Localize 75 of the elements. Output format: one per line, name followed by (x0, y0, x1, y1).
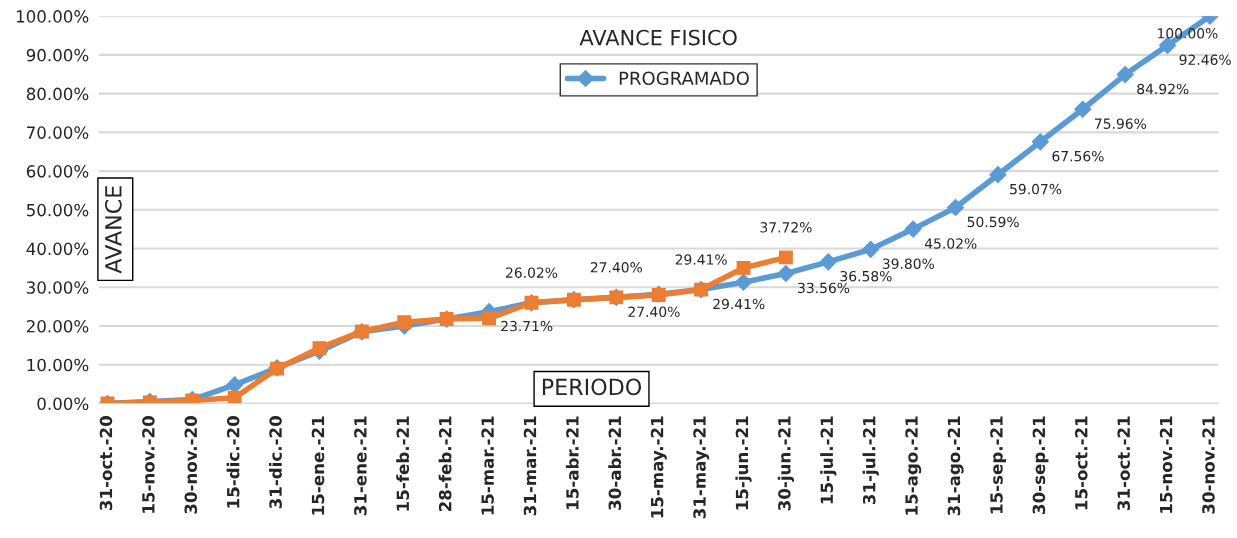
x-tick-label: 15-jul.-21 (820, 416, 837, 504)
point (397, 315, 412, 330)
y-axis-title: AVANCE (104, 186, 122, 274)
x-tick-label: 15-ene.-21 (311, 416, 325, 515)
point (312, 341, 327, 356)
x-tick-label: 15-feb.-21 (396, 416, 410, 511)
y-tick-label: 30.00% (26, 281, 89, 294)
data-label: 36.58% (840, 270, 892, 282)
data-label: 33.56% (798, 282, 850, 294)
point (777, 264, 795, 283)
y-tick-label: 0.00% (37, 397, 89, 411)
x-tick-label: 31-ene.-21 (354, 416, 367, 516)
data-label: 27.40% (628, 306, 680, 318)
point (989, 166, 1007, 184)
x-tick-label: 15-may.-21 (650, 416, 667, 518)
x-tick-label: 31-may.-21 (693, 416, 710, 519)
x-tick-label: 15-nov.-20 (142, 416, 155, 513)
x-tick-label: 31-dic.-20 (268, 416, 282, 509)
point (862, 240, 880, 258)
point (819, 253, 837, 271)
point (1031, 133, 1049, 151)
text: AVANCE FISICO (579, 29, 737, 46)
x-tick-label: 31-oct.-20 (99, 416, 113, 511)
x-tick-label: 30-nov.-20 (184, 416, 198, 514)
point (227, 390, 242, 404)
y-tick-label: 40.00% (26, 242, 89, 256)
x-tick-label: 31-ago.-21 (947, 416, 964, 516)
x-tick-label: 30-nov.-21 (1202, 416, 1215, 514)
y-tick-label: 70.00% (27, 126, 89, 139)
data-label: 29.41% (675, 254, 727, 265)
x-tick-label: 28-feb.-21 (438, 416, 452, 512)
y-tick-label: 90.00% (26, 48, 89, 62)
y-tick-label: 50.00% (26, 203, 89, 217)
x-tick-label: 30-abr.-21 (608, 416, 622, 510)
point (904, 220, 922, 238)
x-tick-label: 31-mar.-21 (523, 416, 537, 516)
x-axis-title: PERIODO (542, 378, 642, 396)
data-label: 39.80% (882, 258, 935, 269)
y-tick-label: 10.00% (27, 358, 89, 372)
x-tick-label: 15-sep.-21 (990, 416, 1007, 514)
x-tick-label: 15-oct.-21 (1074, 416, 1088, 510)
x-tick-label: 15-ago.-21 (905, 416, 922, 515)
x-tick-label: 15-mar.-21 (481, 416, 494, 515)
data-label: 75.96% (1095, 118, 1147, 129)
x-tick-label: 30-jun.-21 (777, 416, 795, 511)
point (946, 198, 965, 217)
legend-label: PROGRAMADO (619, 71, 749, 86)
point (736, 260, 751, 275)
x-tick-label: 31-jul.-21 (862, 416, 879, 505)
data-label: 26.02% (506, 267, 558, 278)
point (734, 273, 753, 291)
point (482, 311, 497, 326)
point (1074, 100, 1092, 118)
point (778, 250, 793, 265)
data-label: 37.72% (760, 222, 812, 233)
data-label: 84.92% (1137, 83, 1189, 95)
y-tick-label: 20.00% (26, 319, 89, 333)
data-label: 23.71% (501, 320, 553, 332)
data-label: 92.46% (1179, 54, 1231, 65)
data-label: 27.40% (590, 262, 643, 273)
x-tick-label: 31-oct.-21 (1117, 416, 1130, 511)
point (1116, 66, 1134, 84)
data-label: 59.07% (1010, 183, 1062, 195)
data-label: 45.02% (924, 238, 977, 249)
data-label: 50.59% (967, 216, 1019, 228)
x-tick-label: 15-dic.-20 (226, 416, 240, 508)
x-tick-label: 15-abr.-21 (565, 416, 579, 509)
data-label: 67.56% (1052, 150, 1104, 162)
y-tick-label: 60.00% (26, 165, 89, 178)
y-tick-label: 100.00% (16, 10, 89, 23)
x-tick-label: 15-jun.-21 (735, 416, 752, 510)
data-label: 29.41% (713, 298, 765, 310)
x-tick-label: 15-nov.-21 (1159, 416, 1173, 513)
x-tick-label: 30-sep.-21 (1032, 416, 1049, 514)
y-tick-label: 80.00% (26, 87, 89, 101)
